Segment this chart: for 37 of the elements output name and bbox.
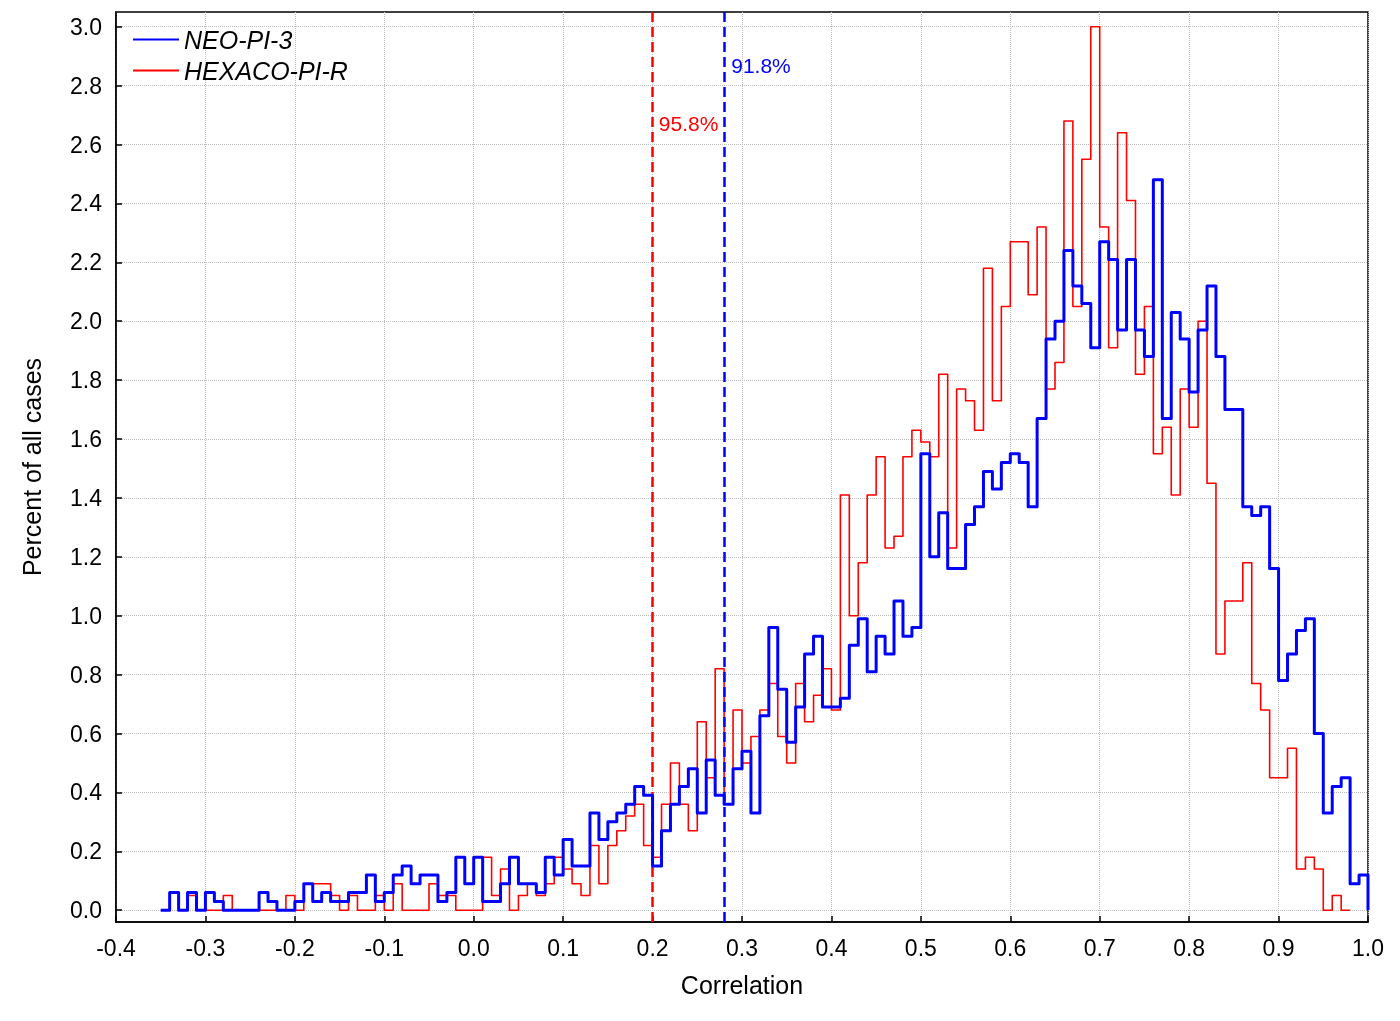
x-tick-label: 0.5 [904,934,937,961]
y-tick-label: 1.8 [70,367,102,394]
x-tick-label: 0.7 [1083,934,1116,961]
x-tick-label: -0.1 [364,934,405,961]
y-tick-label: 1.2 [70,543,102,570]
y-tick-label: 0.8 [70,661,102,688]
y-tick-label: 1.0 [70,602,102,629]
y-tick-label: 0.6 [70,720,102,747]
y-tick-label: 2.2 [70,249,102,276]
y-tick-label: 3.0 [70,13,102,40]
y-tick-label: 1.4 [70,484,103,511]
y-tick-label: 1.6 [70,426,102,453]
annotation: 95.8% [658,112,719,136]
x-tick-label: -0.4 [96,934,137,961]
y-tick-label: 2.0 [70,308,102,335]
x-tick-label: 0.4 [815,934,848,961]
x-tick-label: 0.6 [994,934,1027,961]
x-tick-label: 0.8 [1173,934,1206,961]
x-tick-label: 0.1 [547,934,580,961]
x-tick-label: 0.3 [726,934,758,961]
annotation: 91.8% [731,53,791,77]
y-tick-label: 2.6 [70,131,102,158]
y-axis-title: Percent of all cases [17,357,46,577]
x-tick-label: -0.3 [185,934,226,961]
x-axis-title: Correlation [680,970,804,999]
y-tick-label: 0.2 [70,838,102,865]
y-tick-label: 2.8 [70,72,102,99]
y-tick-label: 0.0 [70,897,102,924]
x-tick-label: -0.2 [275,934,315,961]
x-tick-label: 1.0 [1352,934,1384,961]
y-tick-label: 2.4 [70,190,103,217]
y-tick-label: 0.4 [70,779,103,806]
x-tick-label: 0.0 [457,934,490,961]
x-tick-label: 0.2 [636,934,669,961]
legend-label: HEXACO-PI-R [184,56,348,85]
x-tick-label: 0.9 [1262,934,1295,961]
legend-label: NEO-PI-3 [184,25,293,54]
